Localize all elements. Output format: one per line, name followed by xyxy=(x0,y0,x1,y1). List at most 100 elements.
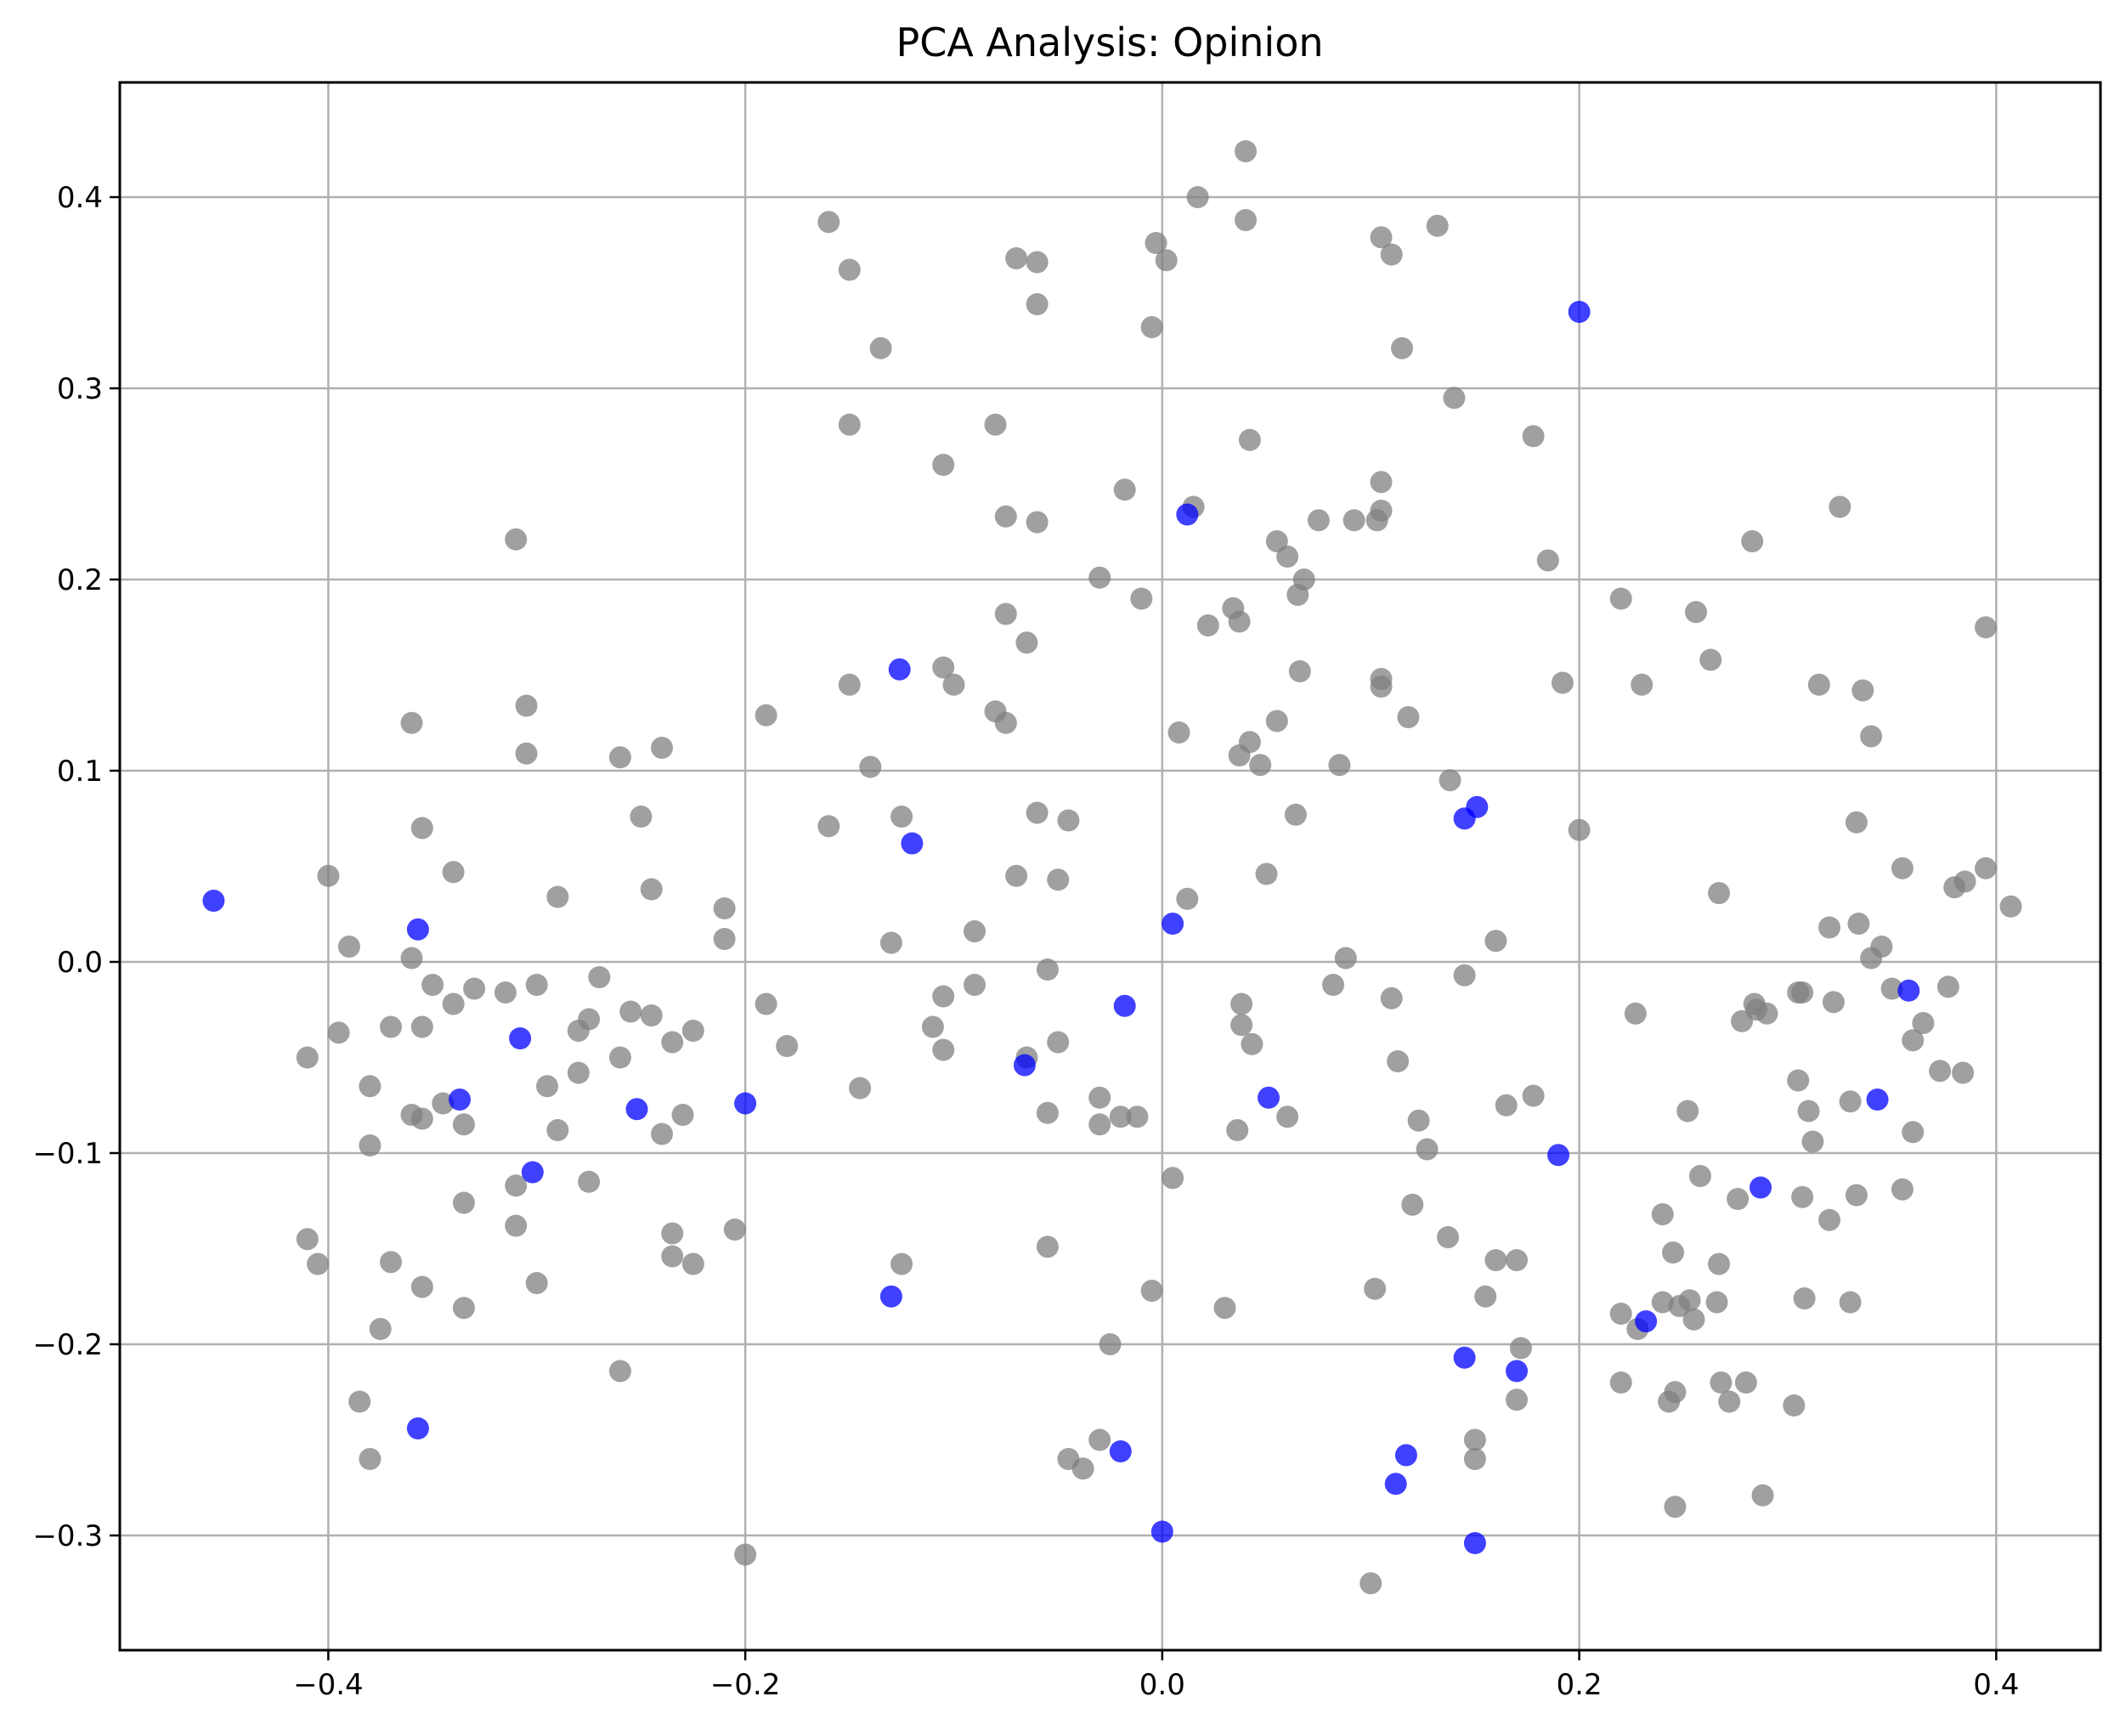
scatter-point xyxy=(1793,1287,1816,1309)
scatter-point xyxy=(755,704,777,727)
scatter-point xyxy=(1818,1208,1840,1231)
scatter-point xyxy=(1860,725,1883,748)
scatter-point xyxy=(1506,1360,1528,1383)
scatter-point xyxy=(713,897,736,919)
scatter-point xyxy=(1474,1285,1497,1308)
scatter-point xyxy=(817,815,840,838)
scatter-point xyxy=(1088,1113,1111,1136)
scatter-point xyxy=(1818,916,1840,939)
scatter-point xyxy=(1891,857,1914,879)
scatter-point xyxy=(1241,1032,1264,1055)
scatter-point xyxy=(406,918,429,941)
scatter-point xyxy=(1162,1167,1184,1190)
scatter-point xyxy=(608,1360,631,1383)
scatter-point xyxy=(1710,1371,1733,1394)
scatter-point xyxy=(1509,1337,1532,1360)
scatter-point xyxy=(1109,1105,1132,1128)
scatter-point xyxy=(1230,992,1253,1015)
scatter-point xyxy=(1088,566,1111,589)
scatter-point xyxy=(1484,930,1507,953)
scatter-point xyxy=(1685,601,1707,624)
scatter-point xyxy=(1839,1291,1862,1314)
scatter-point xyxy=(1196,614,1219,636)
scatter-point xyxy=(380,1251,402,1274)
scatter-point xyxy=(1145,232,1167,254)
scatter-point xyxy=(1734,1371,1757,1394)
scatter-point xyxy=(369,1318,392,1340)
scatter-point xyxy=(1288,660,1311,682)
scatter-point xyxy=(296,1228,319,1251)
scatter-point xyxy=(1276,1105,1299,1128)
y-tick-label: −0.2 xyxy=(32,1328,103,1362)
scatter-point xyxy=(1150,1520,1173,1543)
scatter-point xyxy=(1113,478,1136,501)
y-tick-label: 0.1 xyxy=(57,755,103,789)
scatter-point xyxy=(901,832,924,855)
scatter-point xyxy=(1036,958,1059,981)
scatter-point xyxy=(505,528,528,551)
scatter-point xyxy=(1662,1241,1684,1264)
scatter-point xyxy=(640,878,663,901)
scatter-point xyxy=(452,1297,475,1320)
scatter-point xyxy=(1751,1484,1774,1507)
scatter-point xyxy=(1036,1101,1059,1124)
scatter-point xyxy=(1391,336,1413,359)
scatter-point xyxy=(449,1089,471,1111)
scatter-point xyxy=(546,885,569,908)
scatter-point xyxy=(661,1245,684,1268)
scatter-point xyxy=(1407,1109,1430,1132)
x-tick-label: −0.2 xyxy=(710,1668,781,1702)
scatter-point xyxy=(1891,1178,1914,1201)
scatter-point xyxy=(337,936,360,958)
scatter-point xyxy=(1343,509,1365,532)
scatter-point xyxy=(1334,947,1357,970)
scatter-points xyxy=(202,140,2022,1595)
scatter-point xyxy=(1651,1203,1674,1225)
scatter-point xyxy=(1439,769,1461,792)
scatter-point xyxy=(1426,214,1449,237)
scatter-point xyxy=(1113,994,1136,1017)
scatter-point xyxy=(619,1000,642,1023)
scatter-point xyxy=(1140,1280,1163,1302)
scatter-point xyxy=(1249,754,1272,777)
scatter-point xyxy=(1284,803,1307,826)
scatter-point xyxy=(1088,1086,1111,1109)
scatter-point xyxy=(505,1174,528,1197)
scatter-point xyxy=(525,1272,548,1294)
scatter-point xyxy=(1258,1086,1280,1109)
scatter-point xyxy=(1026,511,1049,534)
scatter-point xyxy=(1568,818,1591,841)
scatter-point xyxy=(1466,795,1489,818)
scatter-point xyxy=(964,974,986,996)
scatter-point xyxy=(1676,1100,1699,1122)
scatter-point xyxy=(838,413,861,436)
scatter-point xyxy=(964,920,986,942)
scatter-point xyxy=(608,1046,631,1069)
scatter-point xyxy=(1230,1014,1253,1037)
scatter-point xyxy=(410,1275,433,1298)
scatter-point xyxy=(1741,530,1764,552)
scatter-point xyxy=(359,1448,382,1470)
scatter-point xyxy=(521,1161,544,1184)
scatter-point xyxy=(536,1075,558,1098)
scatter-point xyxy=(1522,425,1545,448)
scatter-point xyxy=(1609,587,1632,610)
scatter-point xyxy=(525,974,548,996)
scatter-point xyxy=(1397,706,1420,728)
scatter-point xyxy=(1370,676,1393,698)
scatter-point xyxy=(1026,293,1049,315)
scatter-point xyxy=(755,992,777,1015)
scatter-point xyxy=(1088,1428,1111,1451)
scatter-point xyxy=(202,890,225,912)
scatter-point xyxy=(651,1122,673,1145)
scatter-point xyxy=(400,711,423,734)
scatter-point xyxy=(625,1098,648,1121)
scatter-point xyxy=(734,1543,757,1566)
scatter-point xyxy=(1506,1388,1528,1411)
scatter-point xyxy=(1635,1310,1658,1332)
scatter-point xyxy=(494,981,517,1004)
scatter-point xyxy=(505,1214,528,1237)
scatter-point xyxy=(1384,1473,1407,1496)
scatter-point xyxy=(1658,1390,1681,1413)
scatter-point xyxy=(578,1008,601,1031)
